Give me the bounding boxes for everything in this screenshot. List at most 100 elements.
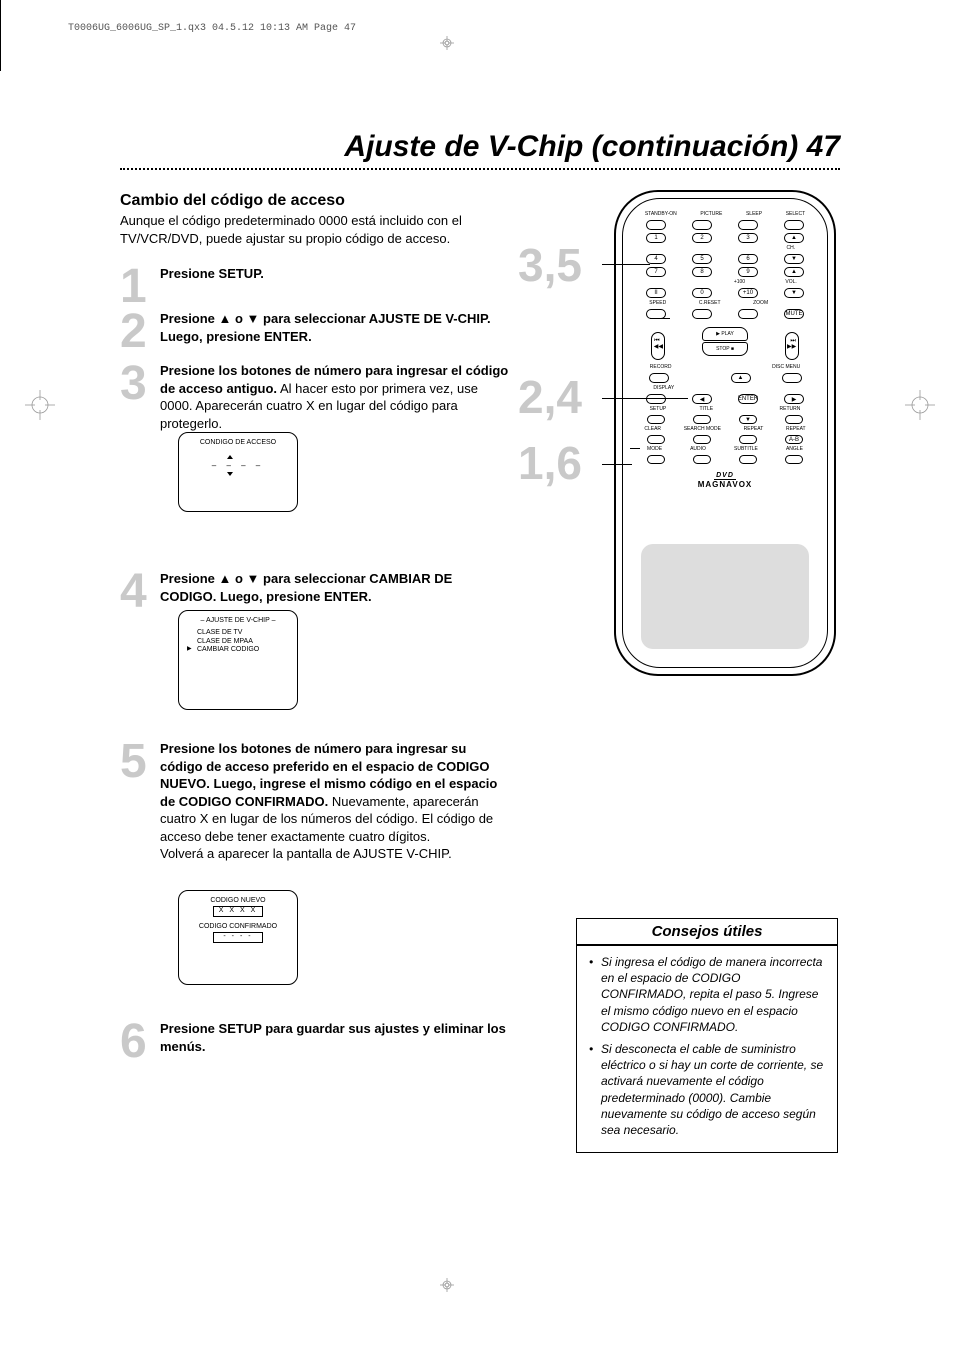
num-5-button: 5 bbox=[692, 254, 712, 264]
picture-button bbox=[692, 220, 712, 230]
hint-item-2: Si desconecta el cable de suministro elé… bbox=[589, 1041, 825, 1138]
step-4: 4 Presione ▲ o ▼ para seleccionar CAMBIA… bbox=[120, 570, 510, 613]
screen3-value2: - - - - bbox=[213, 932, 263, 942]
step-2-text: Presione ▲ o ▼ para seleccionar AJUSTE D… bbox=[160, 311, 491, 344]
step-number: 3 bbox=[120, 362, 160, 405]
registration-mark-bottom-icon bbox=[440, 1278, 454, 1292]
record-label: RECORD bbox=[650, 364, 672, 370]
pointer-line-icon bbox=[0, 54, 1, 71]
screen1-title: CONDIGO DE ACCESO bbox=[189, 439, 287, 447]
record-button bbox=[649, 373, 669, 383]
title-label: TITLE bbox=[699, 406, 713, 412]
select-button bbox=[784, 220, 804, 230]
ab-button: A-B bbox=[785, 435, 803, 444]
return-button bbox=[785, 415, 803, 424]
section-heading: Cambio del código de acceso bbox=[120, 192, 345, 210]
num-6-button: 6 bbox=[738, 254, 758, 264]
enter-button: ENTER bbox=[738, 394, 758, 404]
display-label: DISPLAY bbox=[653, 385, 674, 391]
nav-down-button: ▼ bbox=[739, 415, 757, 424]
remote-callout-24: 2,4 bbox=[518, 370, 582, 424]
screen2-row3: CAMBIAR CODIGO bbox=[197, 646, 287, 654]
remote-callout-16: 1,6 bbox=[518, 436, 582, 490]
remote-label-picture: PICTURE bbox=[700, 211, 722, 217]
zoom-button bbox=[738, 309, 758, 319]
num-7-button: 7 bbox=[646, 267, 666, 277]
subtitle-label: SUBTITLE bbox=[734, 446, 758, 452]
remote-blank-area bbox=[641, 544, 809, 649]
ch-up-button: ▲ bbox=[784, 233, 804, 243]
play-button: ▶ PLAY bbox=[702, 327, 748, 341]
num-4-button: 4 bbox=[646, 254, 666, 264]
step-number: 4 bbox=[120, 570, 160, 613]
print-header: T0006UG_6006UG_SP_1.qx3 04.5.12 10:13 AM… bbox=[68, 23, 356, 34]
screen2-row1: CLASE DE TV bbox=[197, 629, 287, 637]
angle-label: ANGLE bbox=[786, 446, 803, 452]
setup-label: SETUP bbox=[650, 406, 667, 412]
stop-button: STOP ■ bbox=[702, 342, 748, 356]
plus10-button: +10 bbox=[738, 288, 758, 298]
brand-label: MAGNAVOX bbox=[698, 480, 753, 489]
angle-button bbox=[785, 455, 803, 464]
creset-button bbox=[692, 309, 712, 319]
tv-screen-new-code: CODIGO NUEVO X X X X CODIGO CONFIRMADO -… bbox=[178, 890, 298, 985]
mode-button bbox=[647, 455, 665, 464]
step-number: 1 bbox=[120, 265, 160, 308]
rewind-button: ◀◀ bbox=[651, 332, 665, 360]
subtitle-button bbox=[739, 455, 757, 464]
step-1: 1 Presione SETUP. bbox=[120, 265, 510, 308]
disc-menu-button bbox=[782, 373, 802, 383]
nav-left-button: ◀ bbox=[692, 394, 712, 404]
audio-button bbox=[693, 455, 711, 464]
repeat-button bbox=[739, 435, 757, 444]
num-0-button: 0 bbox=[692, 288, 712, 298]
num-8-button: 8 bbox=[692, 267, 712, 277]
screen2-row2: CLASE DE MPAA bbox=[197, 638, 287, 646]
vol-down-button: ▼ bbox=[784, 288, 804, 298]
ch-down-button: ▼ bbox=[784, 254, 804, 264]
step-6-text: Presione SETUP para guardar sus ajustes … bbox=[160, 1021, 506, 1054]
dvd-logo-icon: DVD bbox=[714, 472, 736, 480]
screen3-value1: X X X X bbox=[213, 906, 263, 916]
remote-inner: STANDBY-ON PICTURE SLEEP SELECT 1 2 3 ▲ … bbox=[622, 198, 828, 668]
speed-label: SPEED bbox=[649, 300, 666, 306]
audio-label: AUDIO bbox=[690, 446, 706, 452]
vol-label: VOL. bbox=[785, 279, 796, 285]
section-intro: Aunque el código predeterminado 0000 est… bbox=[120, 212, 510, 247]
tv-screen-access-code: CONDIGO DE ACCESO – – – – bbox=[178, 432, 298, 512]
step-6: 6 Presione SETUP para guardar sus ajuste… bbox=[120, 1020, 510, 1063]
tv-screen-vchip-menu: – AJUSTE DE V-CHIP – CLASE DE TV CLASE D… bbox=[178, 610, 298, 710]
standby-button bbox=[646, 220, 666, 230]
registration-mark-top-icon bbox=[440, 36, 454, 50]
mute-button: MUTE bbox=[784, 309, 804, 319]
search-button bbox=[693, 435, 711, 444]
step-number: 5 bbox=[120, 740, 160, 783]
step-4-text: Presione ▲ o ▼ para seleccionar CAMBIAR … bbox=[160, 571, 452, 604]
screen1-code: – – – – bbox=[189, 461, 287, 471]
clear-button bbox=[647, 435, 665, 444]
hints-title: Consejos útiles bbox=[577, 919, 837, 946]
search-label: SEARCH MODE bbox=[684, 426, 721, 432]
remote-control-diagram: STANDBY-ON PICTURE SLEEP SELECT 1 2 3 ▲ … bbox=[614, 190, 836, 676]
plus100-label: +100 bbox=[734, 279, 745, 285]
step-5-tail: Volverá a aparecer la pantalla de AJUSTE… bbox=[160, 846, 452, 861]
ffw-button: ▶▶ bbox=[785, 332, 799, 360]
return-label: RETURN bbox=[780, 406, 801, 412]
title-button bbox=[693, 415, 711, 424]
num-1-button: 1 bbox=[646, 233, 666, 243]
vol-up-button: ▲ bbox=[784, 267, 804, 277]
clear-label: CLEAR bbox=[644, 426, 661, 432]
setup-button bbox=[647, 415, 665, 424]
num-9-button: 9 bbox=[738, 267, 758, 277]
sleep-button bbox=[738, 220, 758, 230]
remote-label-sleep: SLEEP bbox=[746, 211, 762, 217]
step-2: 2 Presione ▲ o ▼ para seleccionar AJUSTE… bbox=[120, 310, 510, 353]
remote-label-select: SELECT bbox=[786, 211, 805, 217]
crop-mark-right-icon bbox=[905, 390, 935, 420]
repeat2-label: REPEAT bbox=[786, 426, 806, 432]
creset-label: C.RESET bbox=[699, 300, 721, 306]
step-5: 5 Presione los botones de número para in… bbox=[120, 740, 510, 863]
zoom-label: ZOOM bbox=[753, 300, 768, 306]
mode-label: MODE bbox=[647, 446, 662, 452]
nav-up-button: ▲ bbox=[731, 373, 751, 383]
